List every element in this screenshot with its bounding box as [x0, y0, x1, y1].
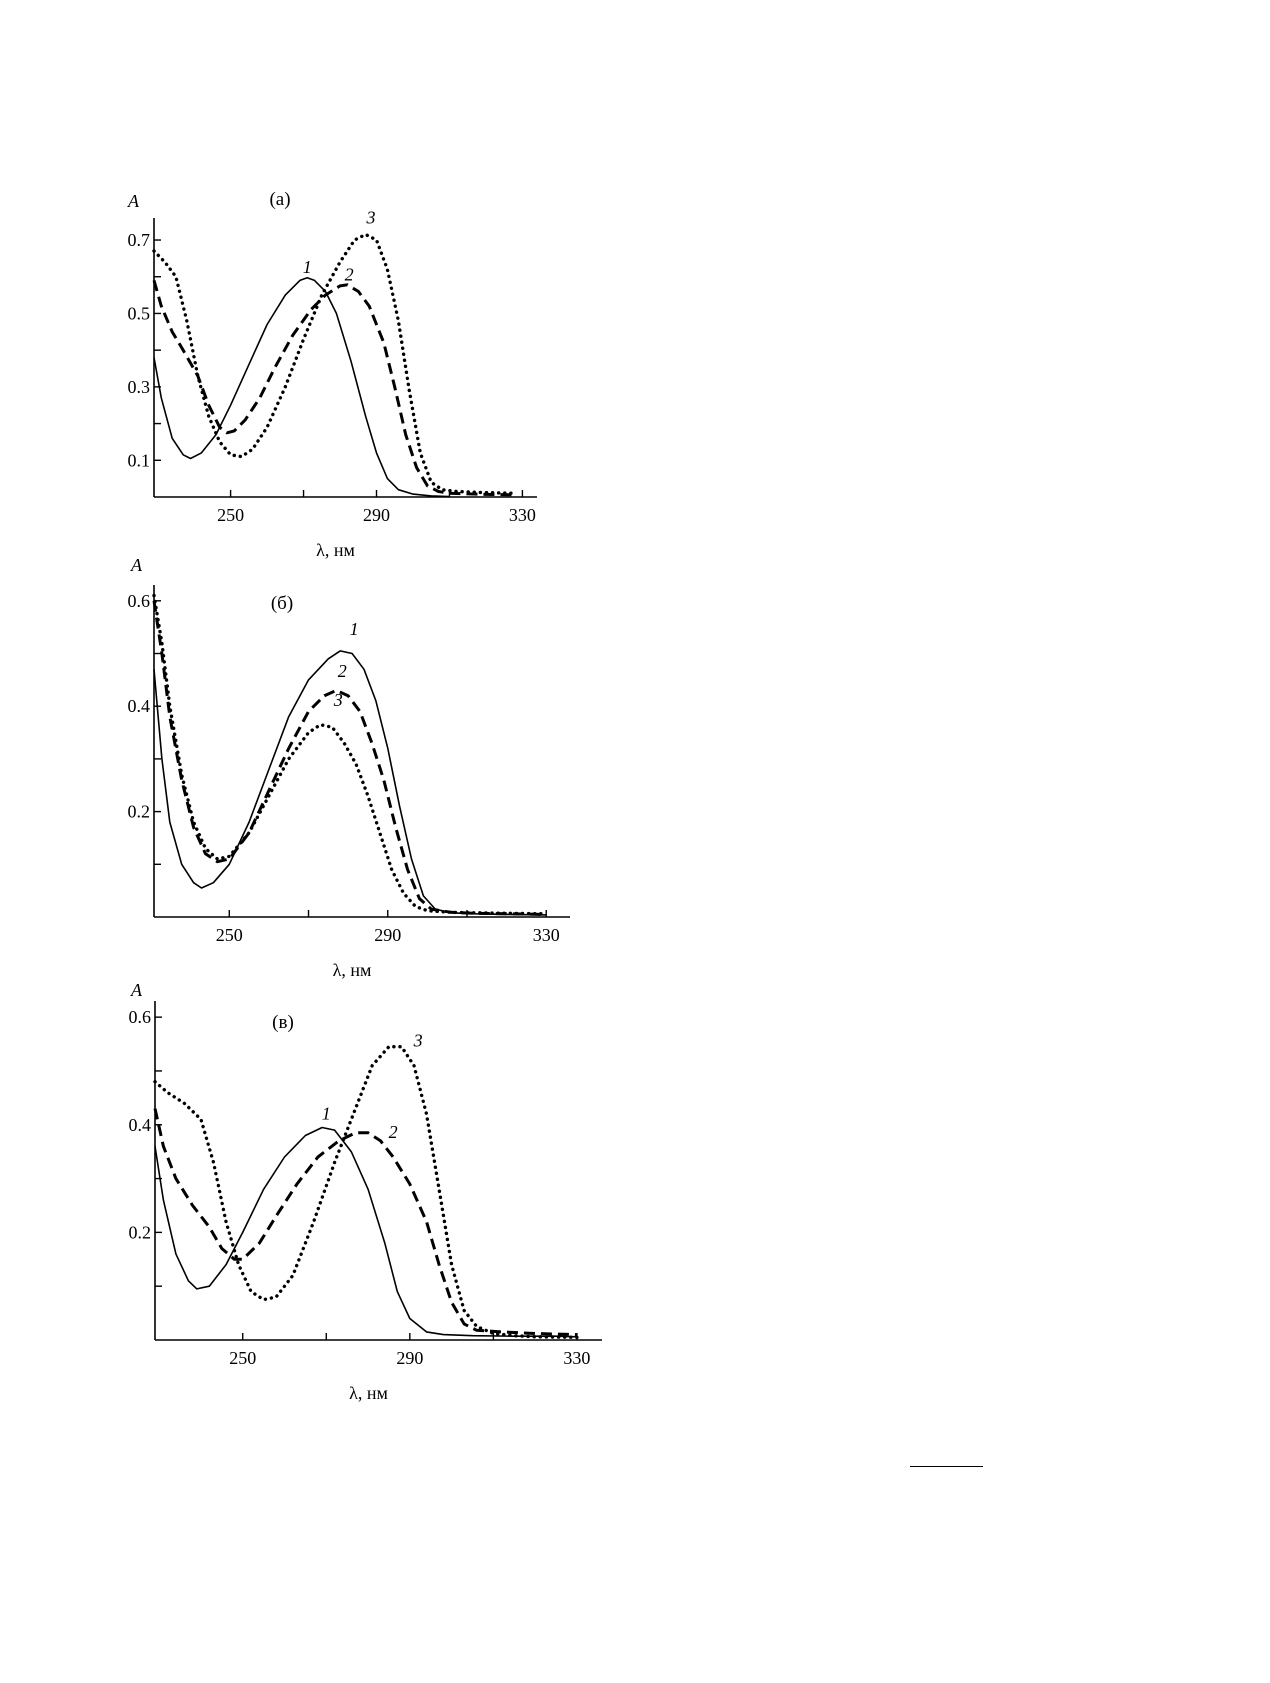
x-tick-label: 330 [533, 925, 560, 945]
x-tick-label: 290 [363, 505, 390, 525]
series-line-1 [153, 277, 450, 498]
x-tick-label: 330 [509, 505, 536, 525]
series-line-2 [153, 1108, 577, 1337]
series-line-3 [152, 232, 517, 495]
y-axis-label: A [130, 980, 143, 1000]
y-tick-label: 0.3 [128, 377, 151, 397]
series-label-3: 3 [366, 208, 376, 228]
panel-title: (а) [269, 189, 290, 210]
series-line-3 [152, 593, 548, 916]
y-tick-label: 0.7 [128, 230, 151, 250]
series-line-2 [152, 279, 516, 497]
y-tick-label: 0.1 [128, 450, 151, 470]
y-tick-label: 0.6 [129, 1007, 152, 1027]
y-axis-label: A [127, 191, 140, 211]
x-axis-label: λ, нм [333, 960, 372, 980]
series-label-2: 2 [345, 264, 354, 284]
series-line-1 [153, 650, 547, 916]
y-tick-label: 0.4 [129, 1115, 152, 1135]
x-tick-label: 330 [563, 1348, 590, 1368]
x-tick-label: 290 [396, 1348, 423, 1368]
panel-title: (б) [271, 593, 293, 614]
y-tick-label: 0.2 [129, 1222, 152, 1242]
series-label-3: 3 [333, 690, 343, 710]
series-label-2: 2 [338, 661, 347, 681]
panel-title: (в) [272, 1012, 294, 1033]
y-tick-label: 0.5 [128, 303, 151, 323]
series-line-2 [152, 600, 547, 916]
series-label-3: 3 [413, 1031, 423, 1051]
page-rule [910, 1466, 983, 1467]
series-line-1 [154, 1126, 577, 1338]
chart-panel-3: 0.2 0.4 0.6 250 290 330 Aλ, нм (в) 1 2 3 [129, 980, 602, 1403]
x-tick-label: 250 [217, 505, 244, 525]
y-tick-label: 0.4 [128, 696, 151, 716]
chart-panel-1: 0.1 0.3 0.5 0.7 250 290 330 Aλ, нм (а) 1 2 3 [127, 189, 537, 560]
x-tick-label: 250 [216, 925, 243, 945]
x-tick-label: 250 [229, 1348, 256, 1368]
series-line-3 [153, 1045, 579, 1339]
y-tick-label: 0.6 [128, 591, 151, 611]
x-axis-label: λ, нм [316, 540, 355, 560]
chart-panel-2: 0.2 0.4 0.6 250 290 330 Aλ, нм (б) 1 2 3 [128, 555, 570, 980]
series-label-1: 1 [322, 1103, 331, 1123]
x-tick-label: 290 [374, 925, 401, 945]
y-tick-label: 0.2 [128, 802, 151, 822]
series-label-1: 1 [303, 257, 312, 277]
series-label-2: 2 [389, 1122, 398, 1142]
y-axis-label: A [130, 555, 143, 575]
x-axis-label: λ, нм [349, 1383, 388, 1403]
series-label-1: 1 [350, 619, 359, 639]
